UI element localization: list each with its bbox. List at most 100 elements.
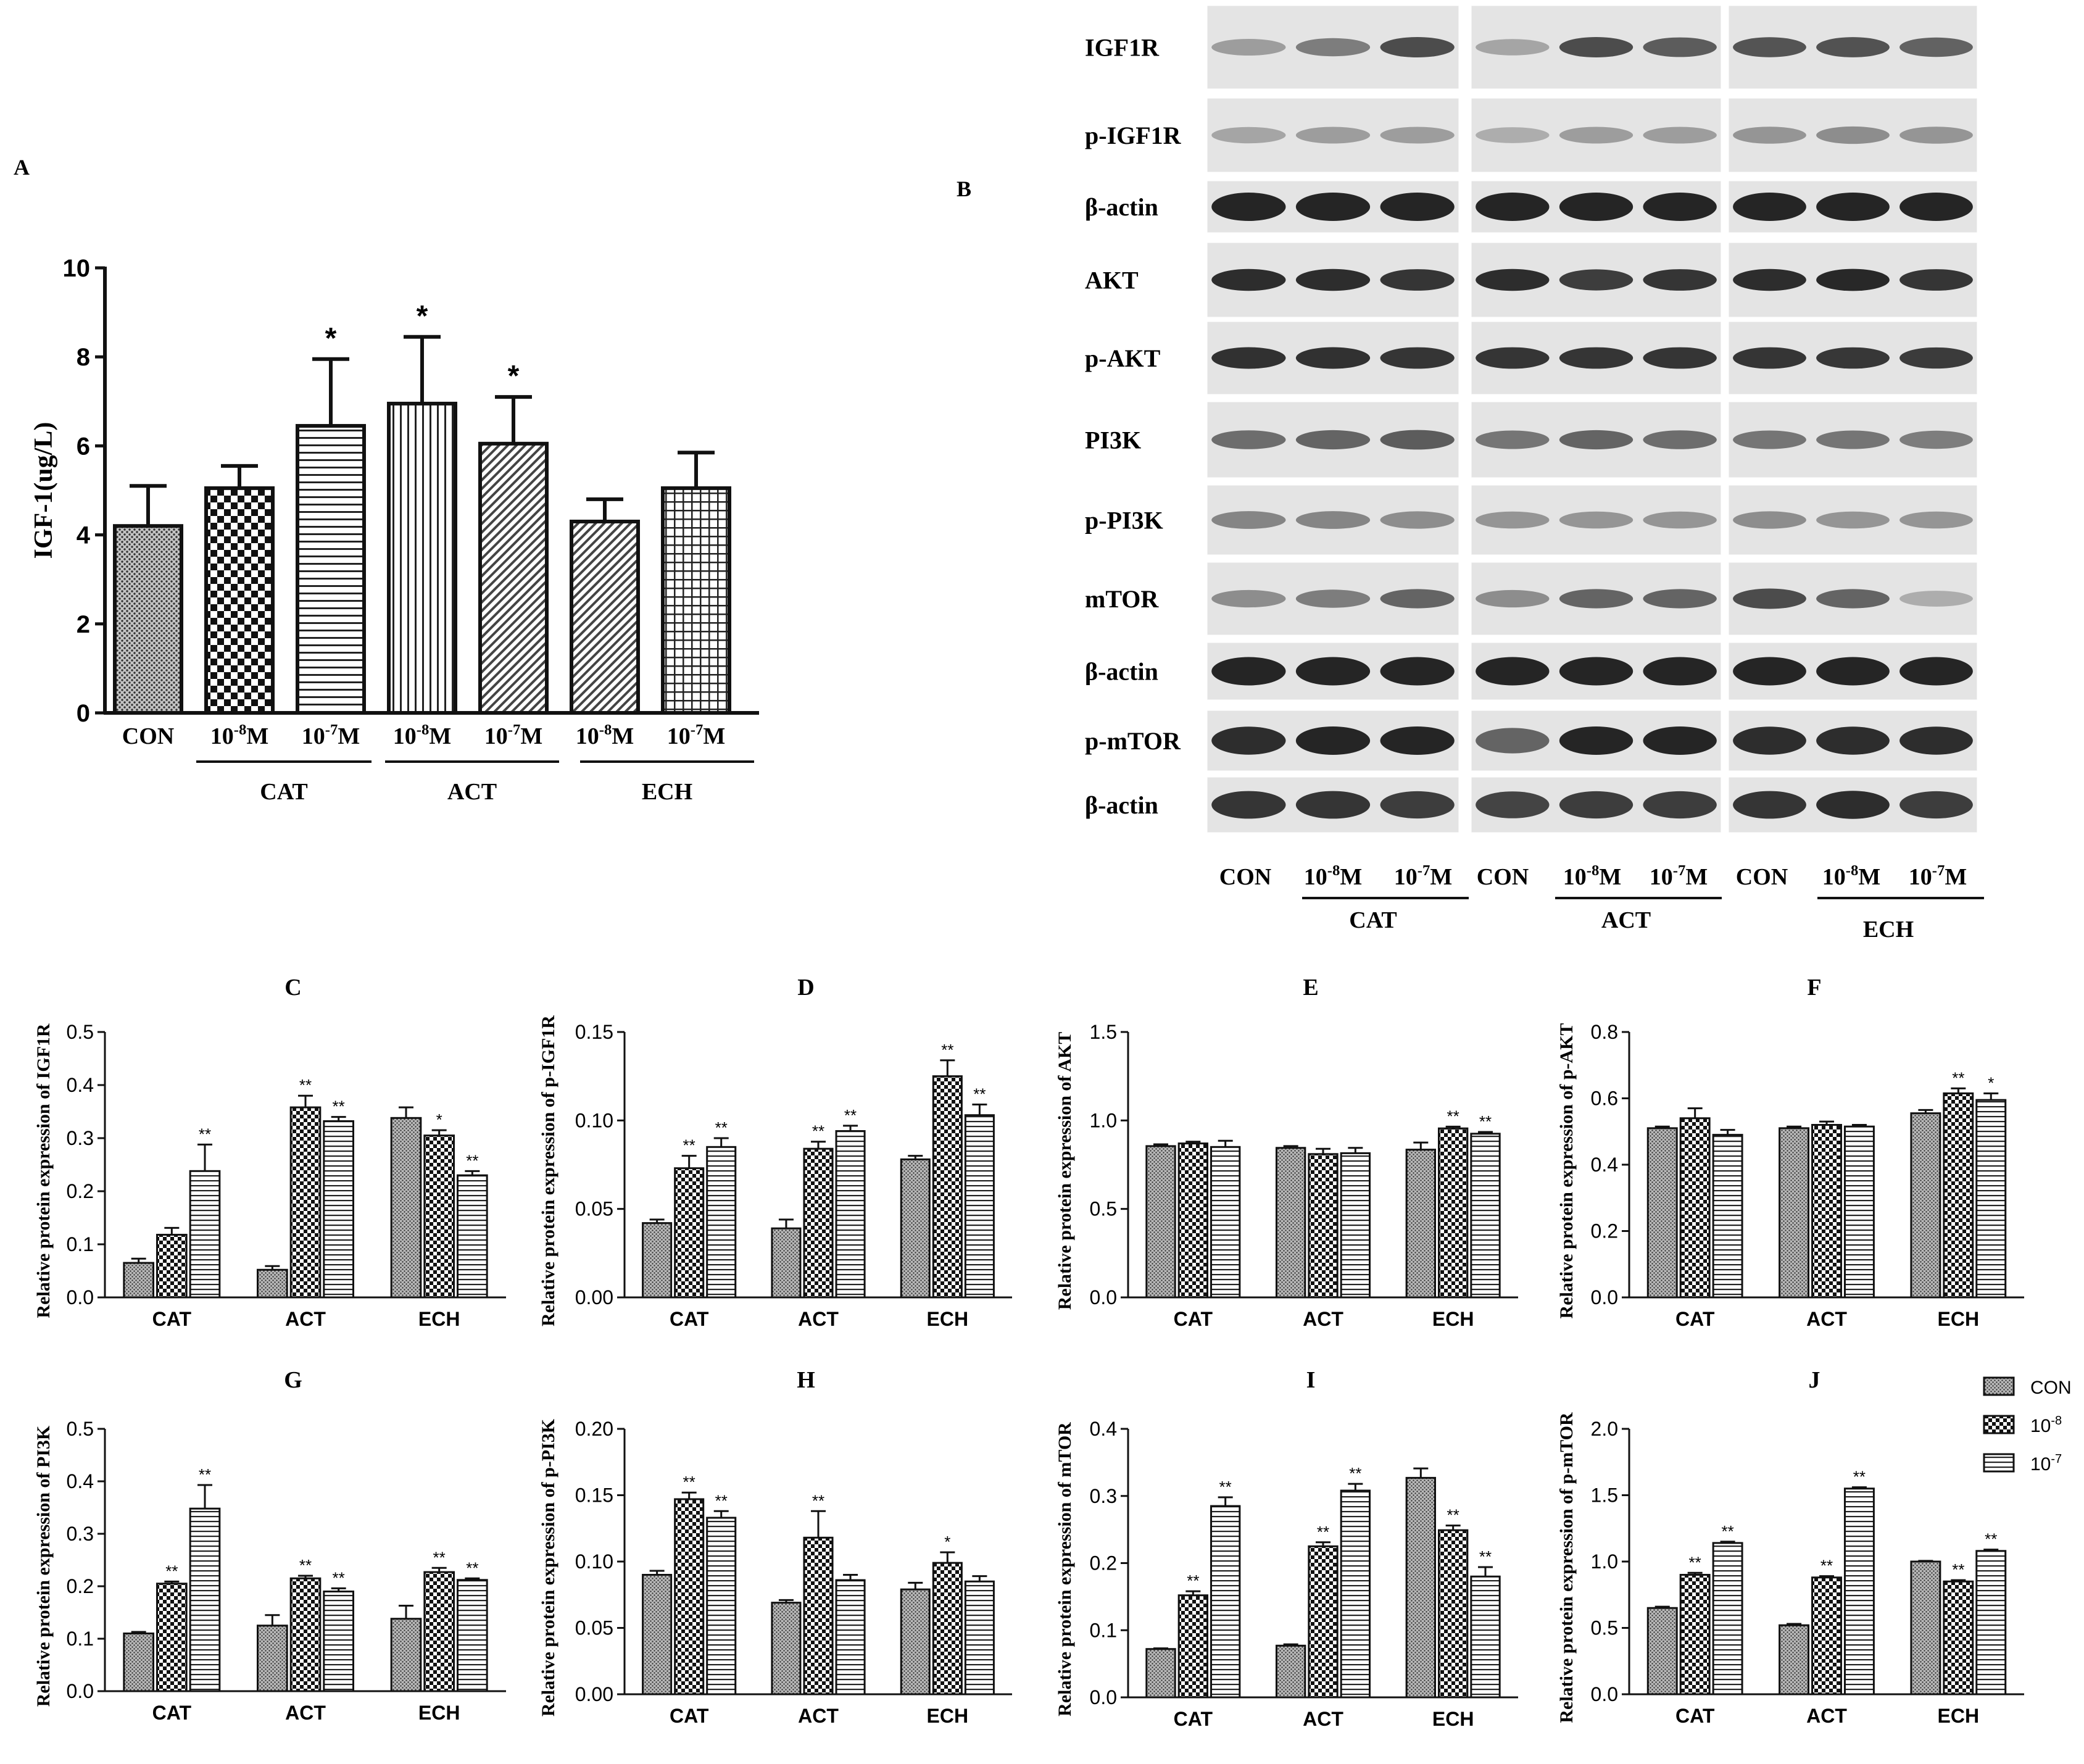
significance-mark: ** <box>844 1106 857 1125</box>
bar <box>423 1571 455 1692</box>
bar <box>1437 1529 1469 1699</box>
blot-band <box>1733 430 1806 449</box>
significance-mark: ** <box>299 1076 312 1094</box>
y-tick-label: 0.05 <box>575 1617 613 1639</box>
bar <box>1308 1545 1339 1699</box>
y-axis-label: Relative protein expression of p-PI3K <box>538 1418 558 1716</box>
blot-band <box>1380 430 1455 450</box>
y-tick-label: 0.0 <box>67 1286 94 1308</box>
blot-band <box>1476 430 1550 449</box>
western-blot: IGF1R p-IGF1R β-actin AKT p-AKT PI3K p-PI3K mTO… <box>1085 4 1984 942</box>
bar <box>1779 1624 1810 1695</box>
blot-band <box>1211 268 1286 291</box>
chart-p-akt: 0.0 0.2 0.4 0.6 0.8 F Relative protein express… <box>1556 975 2024 1330</box>
blot-band <box>1816 347 1890 369</box>
blot-band <box>1295 657 1371 686</box>
chart-akt: 0.0 0.5 1.0 1.5 E Relative protein expression… <box>1055 975 1518 1330</box>
x-tick-label: ECH <box>927 1308 969 1330</box>
blot-band <box>1211 726 1286 755</box>
y-tick-label: 0.00 <box>575 1286 613 1308</box>
y-tick-label: 6 <box>77 433 90 460</box>
y-tick-label: 1.0 <box>1591 1550 1618 1573</box>
bar <box>457 1579 488 1692</box>
bar <box>1910 1112 1941 1299</box>
y-tick-label: 0.5 <box>1090 1198 1117 1220</box>
legend-label: 10-8 <box>2030 1414 2062 1436</box>
lane-label: CON <box>1736 864 1788 890</box>
blot-band <box>1211 589 1286 608</box>
y-tick-label: 1.5 <box>1591 1484 1618 1507</box>
significance-mark: ** <box>466 1558 478 1577</box>
x-tick-label: ACT <box>285 1702 326 1724</box>
y-axis-label: Relative protein expression of PI3K <box>33 1425 54 1707</box>
y-tick-label: 0.0 <box>1090 1286 1117 1308</box>
x-tick-label: ACT <box>1303 1308 1343 1330</box>
y-tick-label: 0.0 <box>1591 1286 1618 1308</box>
blot-band <box>1899 37 1973 57</box>
chart-p-mtor: 0.0 0.5 1.0 1.5 2.0 J Relative protein express… <box>1556 1367 2024 1727</box>
blot-band <box>1733 657 1806 686</box>
bar <box>1275 1147 1306 1299</box>
y-tick-label: 0.3 <box>67 1523 94 1545</box>
bar <box>323 1120 354 1299</box>
blot-band <box>1733 511 1806 529</box>
blot-band <box>1733 791 1806 819</box>
significance-mark: ** <box>1317 1523 1329 1541</box>
y-axis-label: Relative protein expression of p-AKT <box>1556 1023 1577 1319</box>
x-tick-label: 10-8M <box>393 722 451 749</box>
significance-mark: ** <box>1952 1560 1964 1579</box>
blot-strip <box>1469 483 1723 557</box>
blot-band <box>1816 430 1890 449</box>
chart-igf1: 0 2 4 6 8 10 IGF-1(ug/L) CON 10-8M * 10-7M * 10-8M * 1… <box>30 255 759 805</box>
y-tick-label: 0.10 <box>575 1550 613 1573</box>
blot-row-label: PI3K <box>1085 426 1141 454</box>
blot-band <box>1295 726 1371 755</box>
bar <box>257 1625 288 1692</box>
y-tick-label: 0 <box>77 700 90 727</box>
bar <box>1712 1134 1743 1299</box>
blot-band <box>1816 193 1890 221</box>
y-tick-label: 0.0 <box>1090 1686 1117 1708</box>
chart-title: J <box>1809 1367 1820 1393</box>
y-tick-label: 0.3 <box>67 1127 94 1149</box>
bar <box>1975 1099 2007 1299</box>
y-tick-label: 0.4 <box>1591 1154 1618 1176</box>
blot-band <box>1643 589 1717 609</box>
lane-label: 10-7M <box>1909 862 1967 890</box>
significance-mark: ** <box>165 1562 178 1580</box>
x-tick-label: CAT <box>1174 1308 1213 1330</box>
x-tick-label: CON <box>122 723 174 749</box>
blot-band <box>1559 726 1634 755</box>
blot-band <box>1816 657 1890 686</box>
bar <box>387 401 457 715</box>
significance-mark: * <box>417 300 428 333</box>
x-tick-label: 10-8M <box>210 722 268 749</box>
blot-band <box>1899 726 1973 755</box>
blot-band <box>1476 127 1550 143</box>
bar <box>1679 1574 1711 1695</box>
y-tick-label: 0.2 <box>67 1180 94 1202</box>
blot-band <box>1476 657 1550 686</box>
bar <box>1405 1149 1436 1299</box>
legend-swatch <box>1983 1415 2015 1434</box>
significance-mark: ** <box>333 1097 345 1116</box>
blot-band <box>1476 791 1550 818</box>
bar <box>390 1117 422 1299</box>
significance-mark: ** <box>199 1125 211 1143</box>
x-tick-label: ECH <box>1432 1708 1474 1730</box>
y-tick-label: 0.8 <box>1591 1021 1618 1043</box>
bar <box>1975 1550 2007 1695</box>
bar <box>803 1147 834 1299</box>
bar <box>1308 1153 1339 1299</box>
x-tick-label: ACT <box>798 1705 839 1727</box>
blot-band <box>1733 193 1806 221</box>
y-tick-label: 0.1 <box>1090 1619 1117 1641</box>
significance-mark: ** <box>973 1085 986 1104</box>
significance-mark: ** <box>1689 1553 1701 1571</box>
chart-mtor: 0.0 0.1 0.2 0.3 0.4 I Relative protein express… <box>1055 1367 1518 1730</box>
blot-band <box>1295 511 1371 529</box>
blot-band <box>1899 193 1973 221</box>
blot-band <box>1816 511 1890 529</box>
x-tick-label: ECH <box>418 1308 460 1330</box>
chart-title: H <box>797 1367 815 1393</box>
